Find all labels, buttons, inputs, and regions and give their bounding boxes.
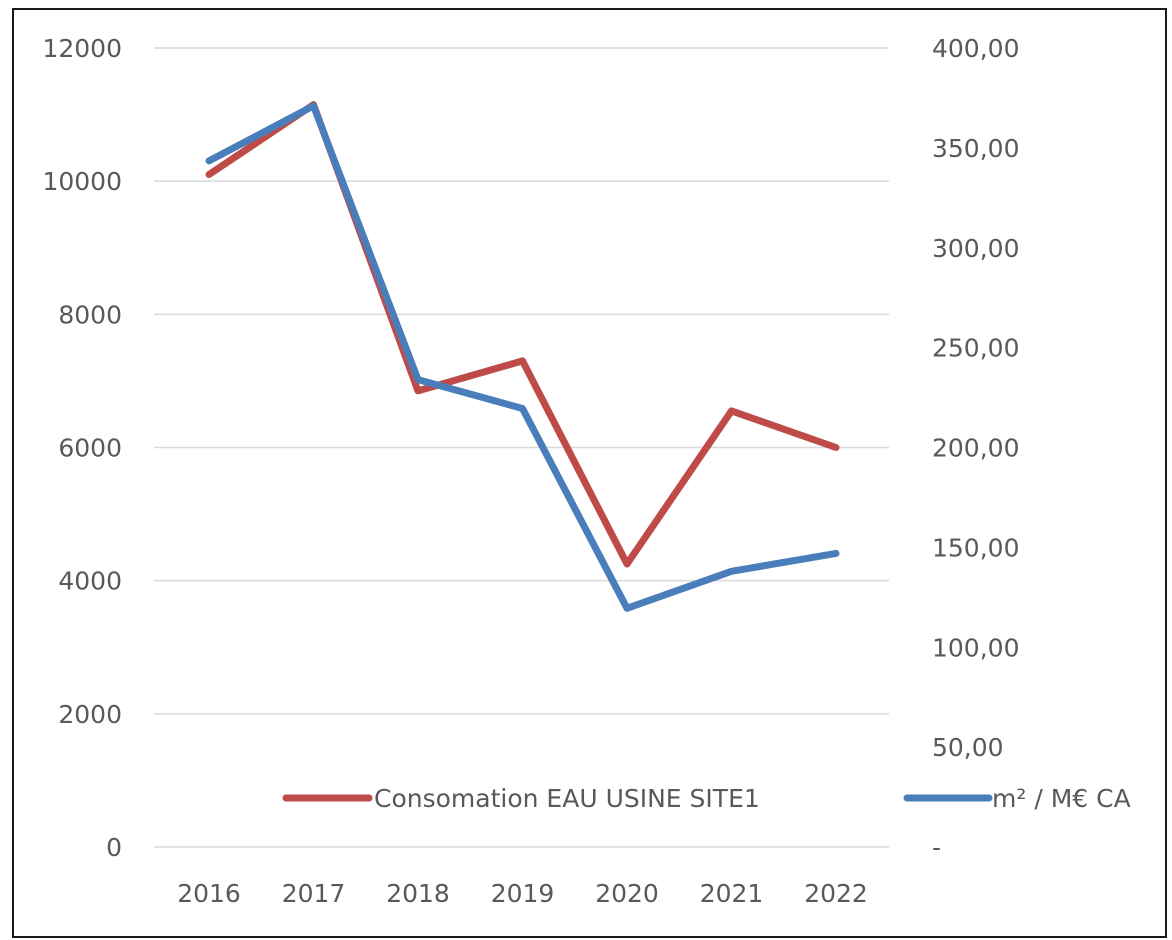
series-line-1 <box>205 101 840 568</box>
legend-label: m² / M€ CA <box>992 784 1131 813</box>
right-tick-label: 150,00 <box>932 533 1019 562</box>
x-axis-ticks: 2016 2017 2018 2019 2020 2021 2022 <box>177 879 868 908</box>
right-tick-label: 300,00 <box>932 234 1019 263</box>
legend-item-1: Consomation EAU USINE SITE1 <box>282 784 760 813</box>
right-tick-label: 100,00 <box>932 633 1019 662</box>
left-tick-label: 12000 <box>42 34 122 63</box>
series-lines <box>205 101 840 612</box>
right-tick-label: - <box>932 833 941 862</box>
left-tick-label: 2000 <box>58 700 122 729</box>
left-tick-label: 4000 <box>58 567 122 596</box>
x-tick-label: 2021 <box>700 879 764 908</box>
left-tick-label: 6000 <box>58 434 122 463</box>
series-line-2 <box>205 102 840 612</box>
legend-label: Consomation EAU USINE SITE1 <box>374 784 760 813</box>
right-tick-label: 50,00 <box>932 733 1004 762</box>
left-tick-label: 0 <box>106 833 122 862</box>
x-tick-label: 2017 <box>282 879 346 908</box>
left-tick-label: 8000 <box>58 300 122 329</box>
right-tick-label: 350,00 <box>932 134 1019 163</box>
x-tick-label: 2016 <box>177 879 241 908</box>
right-tick-label: 400,00 <box>932 34 1019 63</box>
x-tick-label: 2022 <box>804 879 868 908</box>
x-tick-label: 2019 <box>491 879 555 908</box>
chart-frame: 0 2000 4000 6000 8000 10000 12000 - 50,00 100,00… <box>12 8 1167 938</box>
legend-item-2: m² / M€ CA <box>903 784 1131 813</box>
right-tick-label: 200,00 <box>932 434 1019 463</box>
left-tick-label: 10000 <box>42 167 122 196</box>
legend: Consomation EAU USINE SITE1 m² / M€ CA <box>282 784 1131 813</box>
x-tick-label: 2020 <box>595 879 659 908</box>
gridlines <box>154 47 889 848</box>
line-chart: 0 2000 4000 6000 8000 10000 12000 - 50,00 100,00… <box>42 34 1131 908</box>
right-axis-ticks: - 50,00 100,00 150,00 200,00 250,00 300,00 350,… <box>932 34 1019 862</box>
right-tick-label: 250,00 <box>932 334 1019 363</box>
x-tick-label: 2018 <box>386 879 450 908</box>
left-axis-ticks: 0 2000 4000 6000 8000 10000 12000 <box>42 34 122 862</box>
